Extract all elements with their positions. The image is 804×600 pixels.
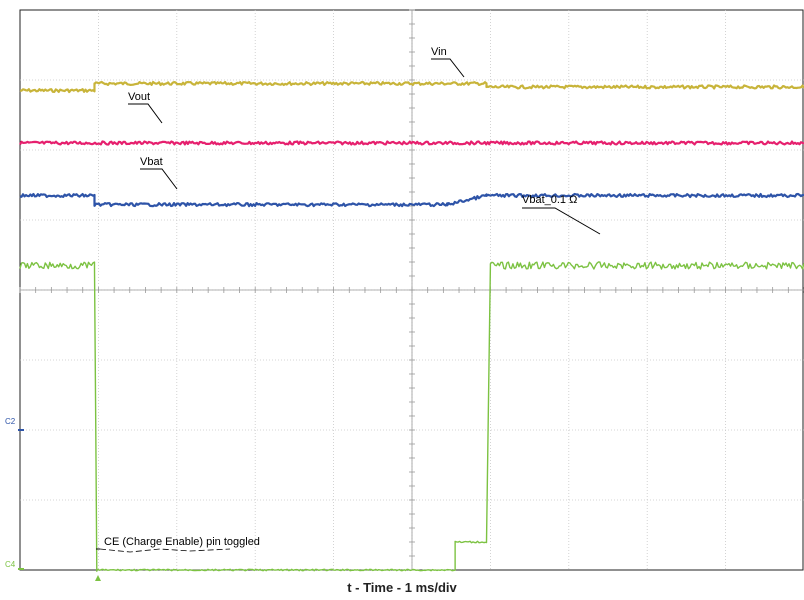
vbat-label: Vbat: [140, 156, 163, 168]
channel-marker-c2: C2: [5, 417, 16, 426]
vbat-shunt-leader: [522, 207, 601, 235]
x-axis-label: t - Time - 1 ms/div: [347, 580, 457, 595]
c2-ground-marker: [18, 429, 24, 431]
vout-label: Vout: [128, 91, 150, 103]
channel-ground-markers: [18, 429, 101, 581]
trace-1: [19, 80, 804, 94]
c4-ground-marker: [18, 568, 24, 570]
ce-wavy-line: [99, 548, 231, 553]
annotation-labels: Vin Vout Vbat Vbat_0.1 Ω CE (Charge Enab…: [5, 46, 577, 569]
trace-4: [19, 261, 804, 572]
annotation-leaders: [96, 58, 601, 553]
waveform-traces: [19, 80, 804, 572]
channel-marker-c4: C4: [5, 560, 16, 569]
trace-2: [19, 140, 804, 146]
vin-label: Vin: [431, 46, 447, 58]
vbat-leader: [140, 168, 178, 190]
trigger-marker: [95, 575, 101, 581]
ce-toggle-label: CE (Charge Enable) pin toggled: [104, 536, 260, 548]
vbat-shunt-label: Vbat_0.1 Ω: [522, 194, 577, 206]
vout-leader: [128, 103, 163, 124]
trace-3: [19, 192, 804, 208]
vin-leader: [431, 58, 465, 78]
